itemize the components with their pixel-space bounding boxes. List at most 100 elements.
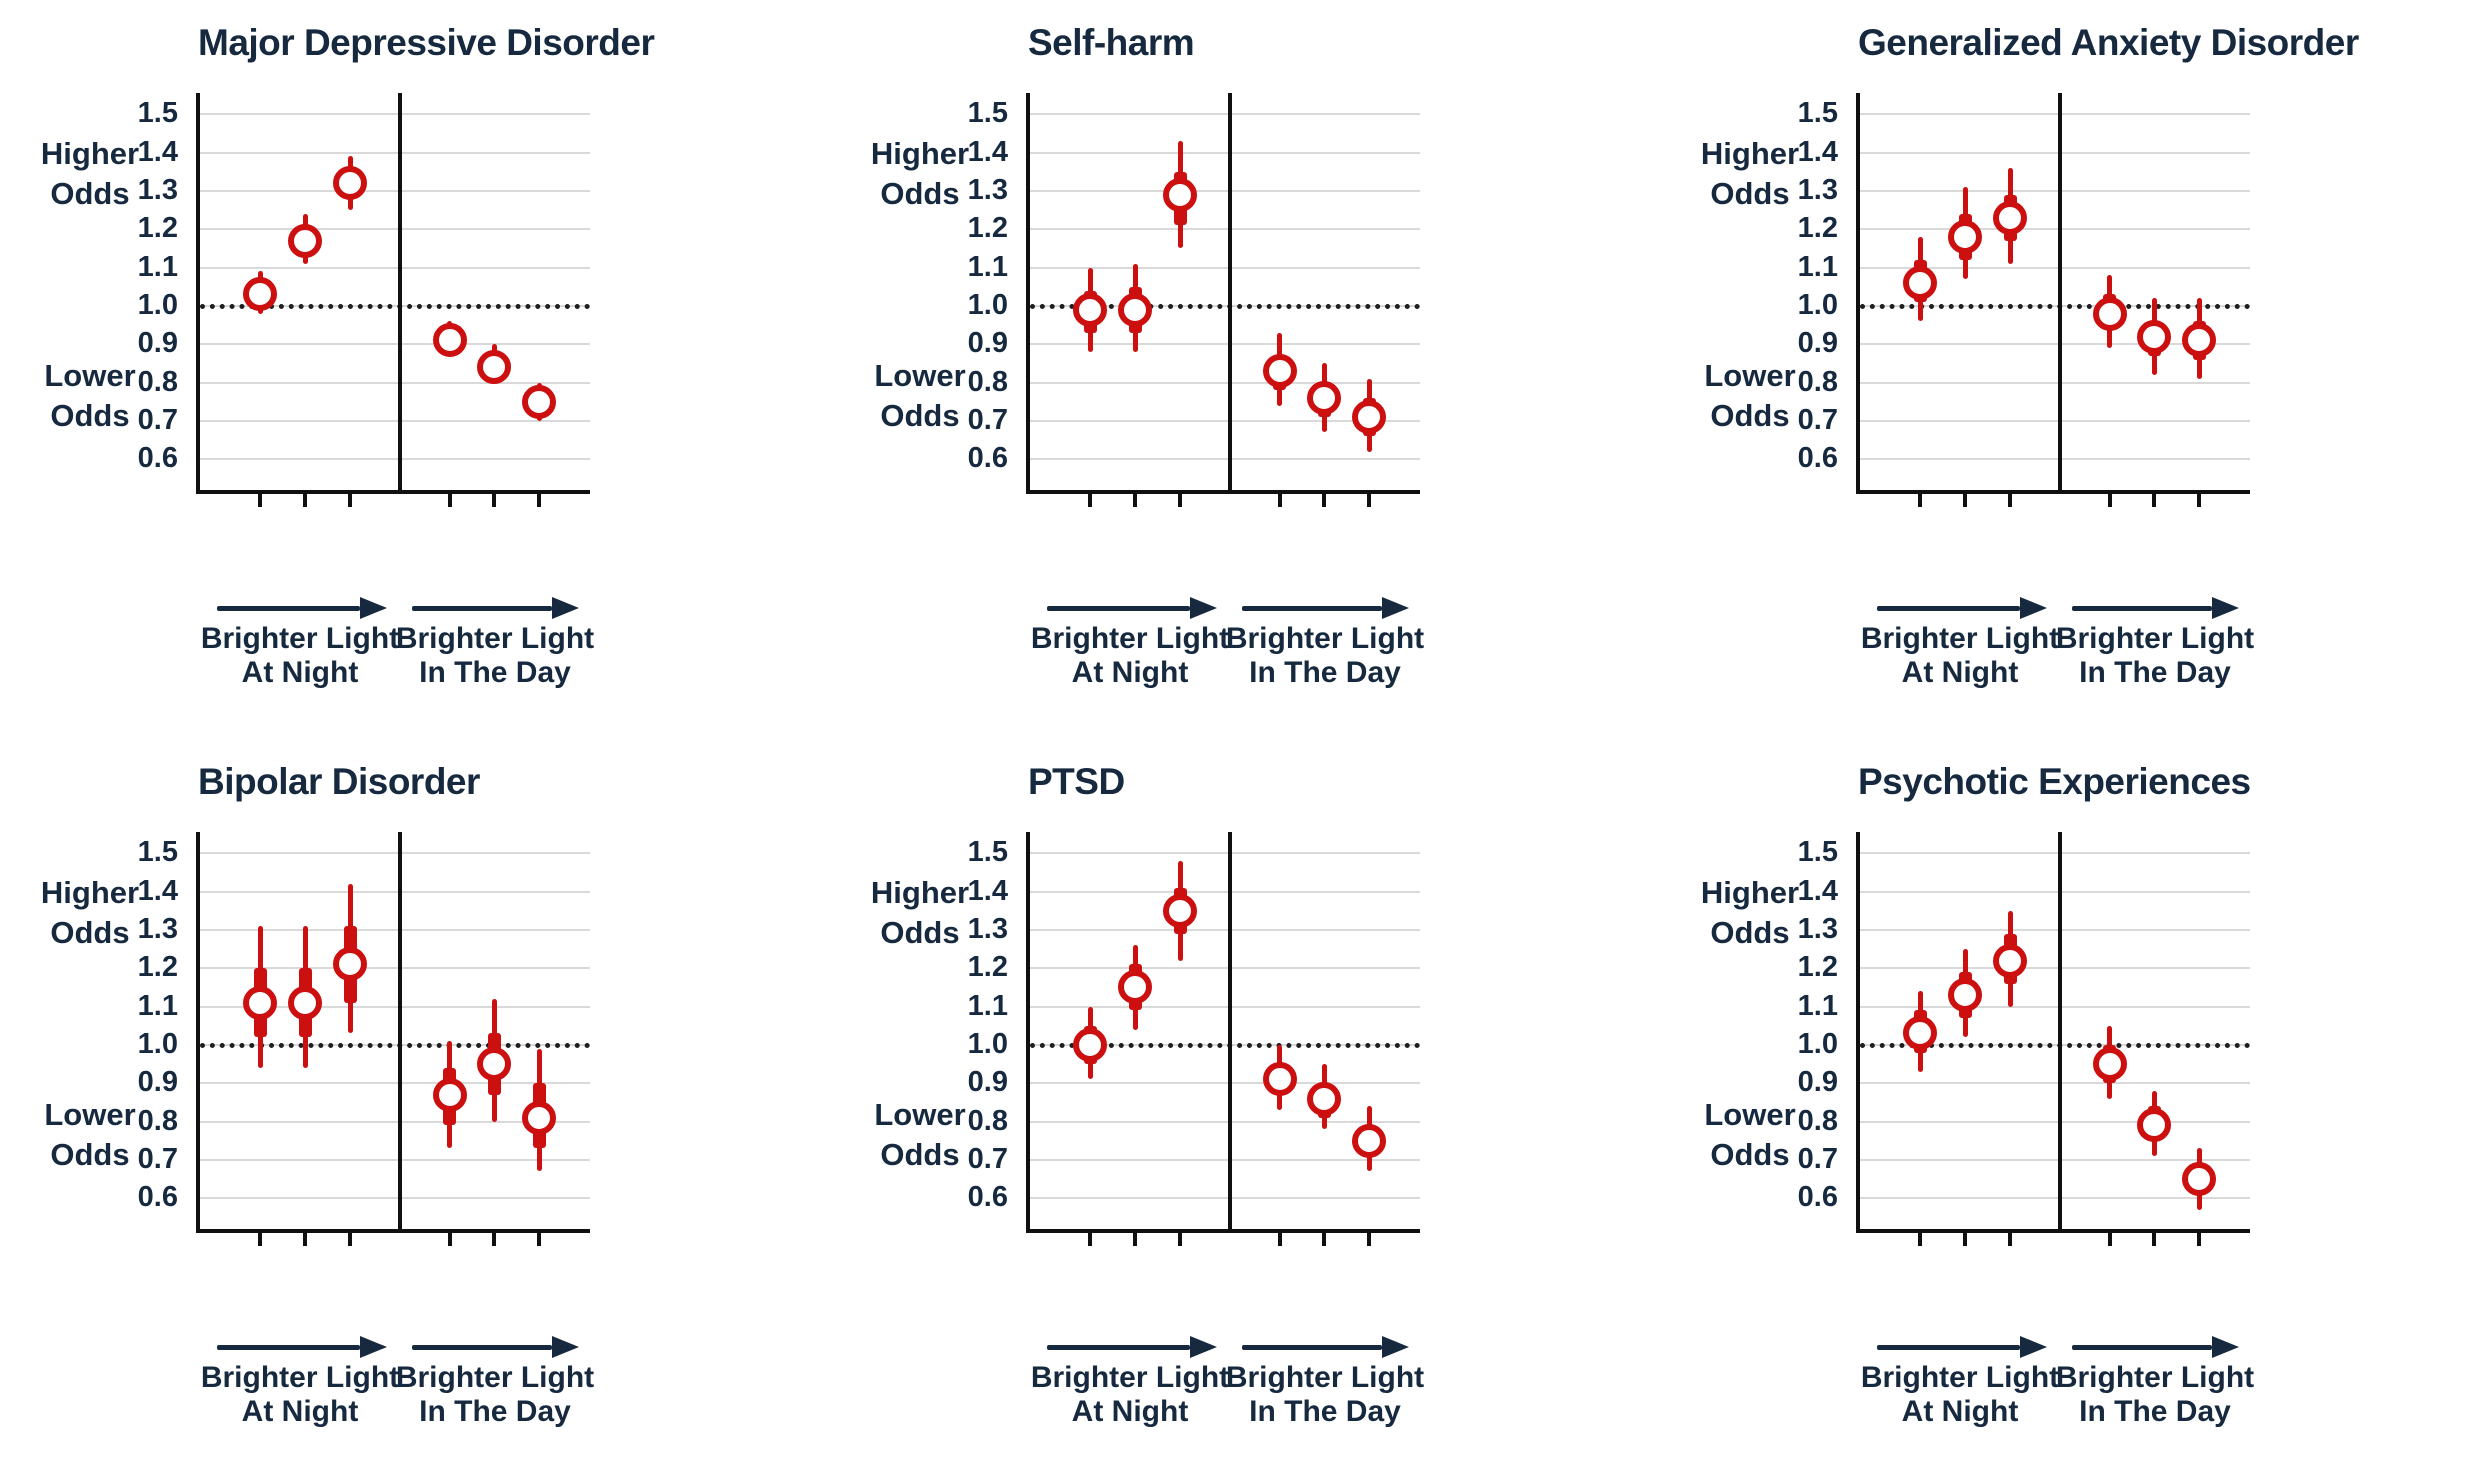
x-tick xyxy=(2197,1233,2202,1246)
x-tick xyxy=(1963,494,1968,507)
y-tick-label: 1.2 xyxy=(967,212,1008,245)
x-tick xyxy=(2008,1233,2013,1246)
y-tick-label: 0.6 xyxy=(967,1181,1008,1214)
y-tick-label: 1.1 xyxy=(967,250,1008,283)
group-separator xyxy=(1228,93,1233,490)
y-tick-label: 0.7 xyxy=(1797,403,1838,436)
gridline xyxy=(1030,1005,1420,1008)
y-tick-label: 1.4 xyxy=(967,874,1008,907)
x-tick xyxy=(492,1233,497,1246)
gridline xyxy=(1030,1158,1420,1161)
y-tick-label: 0.9 xyxy=(967,327,1008,360)
point-estimate-marker xyxy=(477,350,512,385)
gridline xyxy=(200,458,590,461)
group-label-line1: Brighter Light xyxy=(1860,1361,2060,1394)
group-label-line1: Brighter Light xyxy=(2055,622,2255,655)
point-estimate-marker xyxy=(1993,200,2028,235)
brighter-light-arrow xyxy=(1242,606,1382,611)
arrow-head-icon xyxy=(2212,597,2239,619)
lower-odds-line1: Lower xyxy=(1704,358,1796,394)
brighter-light-arrow xyxy=(2072,1345,2212,1350)
gridline xyxy=(1860,1005,2250,1008)
gridline xyxy=(1860,852,2250,855)
group-label-line1: Brighter Light xyxy=(1225,1361,1425,1394)
group-label-line2: At Night xyxy=(1901,656,2019,689)
point-estimate-marker xyxy=(2137,319,2172,354)
point-estimate-marker xyxy=(243,985,278,1020)
y-tick-label: 1.1 xyxy=(1797,989,1838,1022)
reference-line xyxy=(1860,303,2250,309)
y-tick-label: 0.8 xyxy=(137,1104,178,1137)
y-tick-label: 1.4 xyxy=(1797,135,1838,168)
point-estimate-marker xyxy=(2182,1162,2217,1197)
x-axis-line xyxy=(1026,1229,1420,1233)
y-tick-label: 0.7 xyxy=(1797,1142,1838,1175)
higher-odds-line1: Higher xyxy=(40,874,140,910)
panel-title: Major Depressive Disorder xyxy=(198,22,655,63)
group-label-line1: Brighter Light xyxy=(395,1361,595,1394)
y-tick-label: 1.3 xyxy=(137,173,178,206)
y-tick-label: 1.0 xyxy=(967,1027,1008,1060)
gridline xyxy=(1860,928,2250,931)
point-estimate-marker xyxy=(1118,292,1153,327)
y-tick-label: 1.2 xyxy=(137,951,178,984)
group-label-line1: Brighter Light xyxy=(395,622,595,655)
gridline xyxy=(1860,890,2250,893)
gridline xyxy=(200,852,590,855)
x-tick xyxy=(1918,494,1923,507)
x-axis-line xyxy=(196,490,590,494)
lower-odds-line2: Odds xyxy=(50,1137,130,1173)
point-estimate-marker xyxy=(288,985,323,1020)
higher-odds-label: Higher Odds xyxy=(1640,134,1860,214)
gridline xyxy=(1030,151,1420,154)
x-tick xyxy=(537,494,542,507)
group-label: Brighter Light In The Day xyxy=(2005,1361,2305,1429)
y-tick-label: 1.3 xyxy=(137,912,178,945)
y-tick-label: 1.1 xyxy=(1797,250,1838,283)
brighter-light-arrow xyxy=(217,606,360,611)
group-label-line2: In The Day xyxy=(2079,1395,2231,1428)
x-tick xyxy=(1918,1233,1923,1246)
y-tick-label: 1.5 xyxy=(1797,97,1838,130)
x-tick xyxy=(2197,494,2202,507)
point-estimate-marker xyxy=(2092,1047,2127,1082)
panel-title: Psychotic Experiences xyxy=(1858,761,2251,802)
arrow-head-icon xyxy=(2212,1336,2239,1358)
lower-odds-label: Lower Odds xyxy=(1640,356,1860,436)
gridline xyxy=(200,1005,590,1008)
group-label-line1: Brighter Light xyxy=(1225,622,1425,655)
x-tick xyxy=(1088,1233,1093,1246)
y-tick-label: 0.6 xyxy=(967,442,1008,475)
group-label: Brighter Light In The Day xyxy=(1175,622,1475,690)
gridline xyxy=(1030,189,1420,192)
group-label-line1: Brighter Light xyxy=(1860,622,2060,655)
group-label-line1: Brighter Light xyxy=(200,1361,400,1394)
y-tick-label: 0.7 xyxy=(137,403,178,436)
y-tick-label: 1.2 xyxy=(137,212,178,245)
gridline xyxy=(1030,1197,1420,1200)
point-estimate-marker xyxy=(522,384,557,419)
group-label-line1: Brighter Light xyxy=(2055,1361,2255,1394)
gridline xyxy=(1860,113,2250,116)
group-label: Brighter Light At Night xyxy=(980,622,1280,690)
x-tick xyxy=(258,494,263,507)
y-tick-label: 1.4 xyxy=(1797,874,1838,907)
brighter-light-arrow xyxy=(412,1345,552,1350)
y-tick-label: 0.6 xyxy=(1797,442,1838,475)
x-tick xyxy=(1133,1233,1138,1246)
y-tick-label: 0.8 xyxy=(967,1104,1008,1137)
higher-odds-label: Higher Odds xyxy=(1640,873,1860,953)
higher-odds-label: Higher Odds xyxy=(0,134,200,214)
y-tick-label: 0.9 xyxy=(967,1066,1008,1099)
gridline xyxy=(1030,890,1420,893)
lower-odds-label: Lower Odds xyxy=(0,1095,200,1175)
lower-odds-label: Lower Odds xyxy=(0,356,200,436)
lower-odds-line2: Odds xyxy=(50,398,130,434)
x-tick xyxy=(1963,1233,1968,1246)
point-estimate-marker xyxy=(288,223,323,258)
gridline xyxy=(1860,1197,2250,1200)
gridline xyxy=(1860,343,2250,346)
gridline xyxy=(200,381,590,384)
brighter-light-arrow xyxy=(1242,1345,1382,1350)
